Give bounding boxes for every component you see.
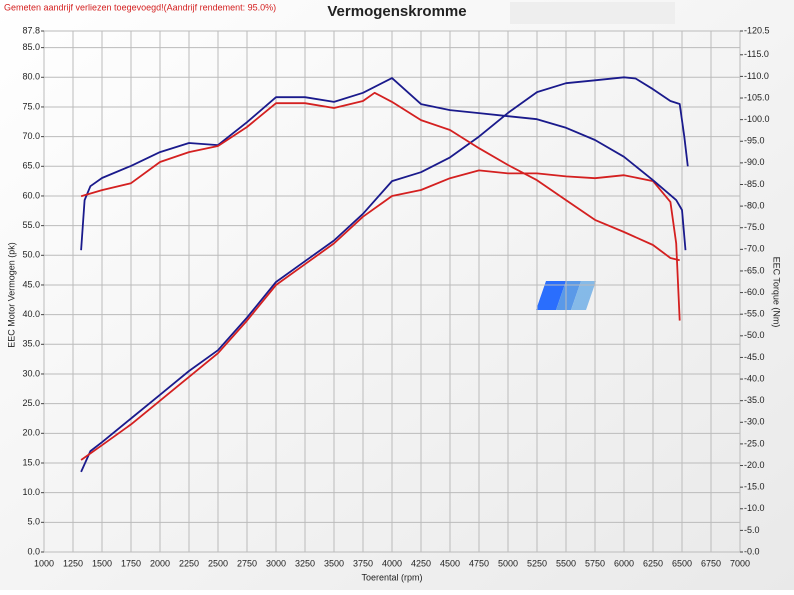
y2-tick-label: -115.0	[744, 49, 769, 59]
y2-tick-label: -70.0	[744, 244, 765, 254]
y-tick-label: 50.0	[22, 250, 40, 260]
y2-tick-label: -10.0	[744, 503, 765, 513]
y2-tick-label: -25.0	[744, 438, 765, 448]
x-tick-label: 1250	[63, 558, 83, 568]
y2-tick-label: -45.0	[744, 352, 765, 362]
y-tick-label: 65.0	[22, 161, 40, 171]
y-tick-label: 30.0	[22, 368, 40, 378]
x-tick-label: 3000	[266, 558, 286, 568]
y-tick-label: 87.8	[22, 25, 40, 35]
y-tick-label: 55.0	[22, 220, 40, 230]
y2-tick-label: -20.0	[744, 460, 765, 470]
x-tick-label: 6250	[643, 558, 663, 568]
y2-tick-label: -85.0	[744, 179, 765, 189]
x-tick-label: 6750	[701, 558, 721, 568]
y-tick-label: 35.0	[22, 339, 40, 349]
y-tick-label: 75.0	[22, 101, 40, 111]
y-tick-label: 45.0	[22, 279, 40, 289]
x-tick-label: 4250	[411, 558, 431, 568]
y2-tick-label: -110.0	[744, 71, 769, 81]
x-axis-label: Toerental (rpm)	[361, 572, 422, 582]
series-line	[80, 76, 689, 473]
y2-tick-label: -65.0	[744, 265, 765, 275]
y-tick-label: 70.0	[22, 131, 40, 141]
y2-tick-label: -90.0	[744, 157, 765, 167]
y2-tick-label: -0.0	[744, 546, 760, 556]
x-tick-label: 5750	[585, 558, 605, 568]
y-tick-label: 5.0	[27, 517, 40, 527]
y2-tick-label: -120.5	[744, 25, 770, 35]
x-tick-label: 4750	[469, 558, 489, 568]
y2-tick-label: -80.0	[744, 200, 765, 210]
y2-axis-label: EEC Torque (Nm)	[772, 257, 782, 328]
y2-tick-label: -75.0	[744, 222, 765, 232]
x-tick-label: 5500	[556, 558, 576, 568]
y2-tick-label: -30.0	[744, 417, 765, 427]
y2-tick-label: -95.0	[744, 136, 765, 146]
x-tick-label: 2250	[179, 558, 199, 568]
y2-tick-label: -100.0	[744, 114, 770, 124]
y2-tick-label: -35.0	[744, 395, 765, 405]
watermark-logo	[536, 281, 596, 310]
y2-tick-label: -50.0	[744, 330, 765, 340]
y2-tick-label: -105.0	[744, 92, 770, 102]
y-tick-label: 20.0	[22, 428, 40, 438]
series-line	[80, 91, 680, 262]
note: Gemeten aandrijf verliezen toegevoegd!(A…	[4, 2, 276, 12]
x-tick-label: 3500	[324, 558, 344, 568]
x-tick-label: 1000	[34, 558, 54, 568]
x-tick-label: 1500	[92, 558, 112, 568]
x-tick-label: 4500	[440, 558, 460, 568]
y-tick-label: 85.0	[22, 42, 40, 52]
x-tick-label: 5250	[527, 558, 547, 568]
y2-tick-label: -5.0	[744, 525, 760, 535]
x-tick-label: 6500	[672, 558, 692, 568]
y-tick-label: 60.0	[22, 190, 40, 200]
x-tick-label: 1750	[121, 558, 141, 568]
x-tick-label: 2750	[237, 558, 257, 568]
y2-tick-label: -55.0	[744, 309, 765, 319]
x-tick-label: 4000	[382, 558, 402, 568]
x-tick-label: 3250	[295, 558, 315, 568]
x-tick-label: 3750	[353, 558, 373, 568]
y2-tick-label: -15.0	[744, 482, 765, 492]
chart-title: Vermogenskromme	[327, 3, 466, 20]
y-tick-label: 80.0	[22, 72, 40, 82]
y2-tick-label: -60.0	[744, 287, 765, 297]
series-line	[80, 77, 687, 251]
x-tick-label: 5000	[498, 558, 518, 568]
x-tick-label: 2000	[150, 558, 170, 568]
y-axis-label: EEC Motor Vermogen (pk)	[6, 242, 16, 348]
y-tick-label: 40.0	[22, 309, 40, 319]
series-line	[80, 169, 681, 461]
header-panel	[510, 2, 675, 24]
y2-tick-label: -40.0	[744, 373, 765, 383]
y-tick-label: 10.0	[22, 487, 40, 497]
y-tick-label: 25.0	[22, 398, 40, 408]
x-tick-label: 6000	[614, 558, 634, 568]
y-tick-label: 0.0	[27, 546, 40, 556]
x-tick-label: 2500	[208, 558, 228, 568]
y-tick-label: 15.0	[22, 457, 40, 467]
x-tick-label: 7000	[730, 558, 750, 568]
